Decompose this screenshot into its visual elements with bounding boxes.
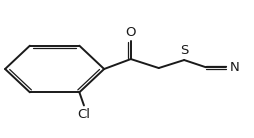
Text: S: S [180, 44, 188, 57]
Text: N: N [230, 61, 240, 74]
Text: O: O [125, 26, 136, 39]
Text: Cl: Cl [77, 108, 90, 121]
